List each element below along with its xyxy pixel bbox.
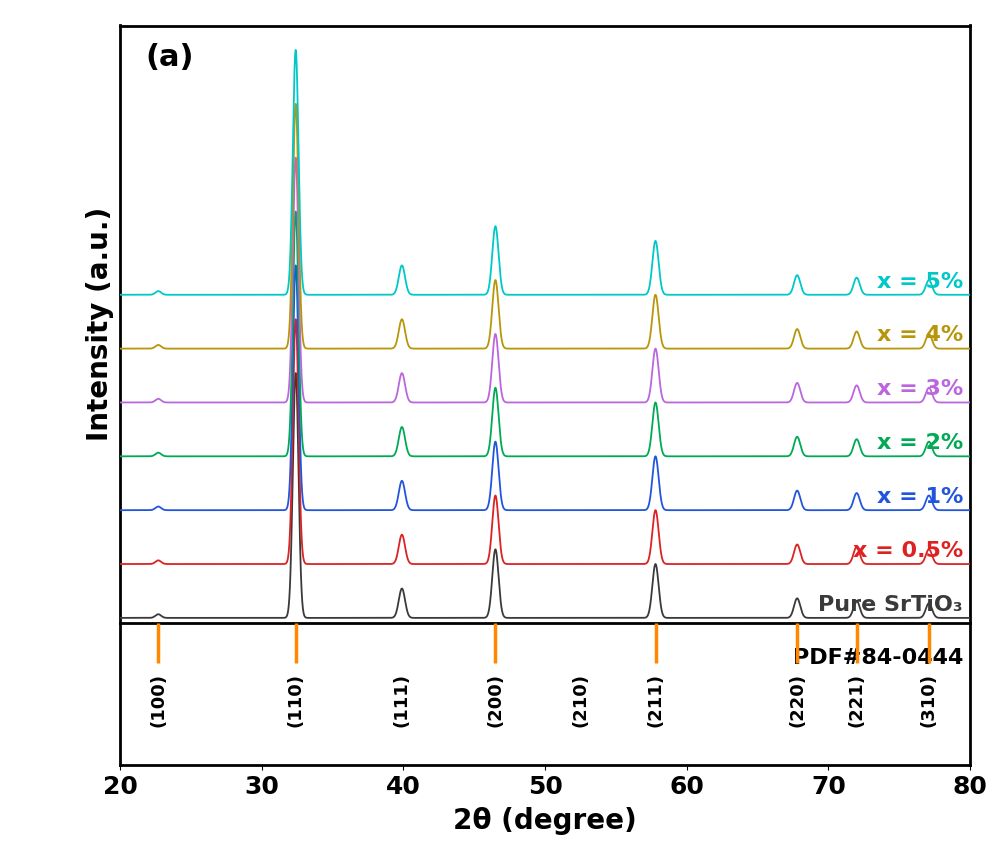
Text: (221): (221) (848, 672, 866, 727)
Text: (a): (a) (146, 43, 194, 72)
Text: (220): (220) (788, 672, 806, 727)
Text: x = 1%: x = 1% (877, 487, 963, 507)
Text: (100): (100) (149, 672, 167, 727)
Text: x = 4%: x = 4% (877, 326, 963, 345)
Y-axis label: Intensity (a.u.): Intensity (a.u.) (86, 207, 114, 441)
Text: (200): (200) (486, 672, 504, 727)
Text: (111): (111) (393, 672, 411, 727)
Text: (211): (211) (646, 672, 664, 727)
Text: x = 3%: x = 3% (877, 379, 963, 400)
Text: PDF#84-0444: PDF#84-0444 (793, 649, 963, 668)
Text: x = 0.5%: x = 0.5% (853, 541, 963, 561)
Text: x = 5%: x = 5% (877, 272, 963, 292)
Text: x = 2%: x = 2% (877, 434, 963, 453)
X-axis label: 2θ (degree): 2θ (degree) (453, 807, 637, 835)
Text: (210): (210) (571, 672, 589, 727)
Text: (110): (110) (287, 672, 305, 727)
Text: Pure SrTiO₃: Pure SrTiO₃ (818, 595, 963, 615)
Text: (310): (310) (920, 672, 938, 727)
